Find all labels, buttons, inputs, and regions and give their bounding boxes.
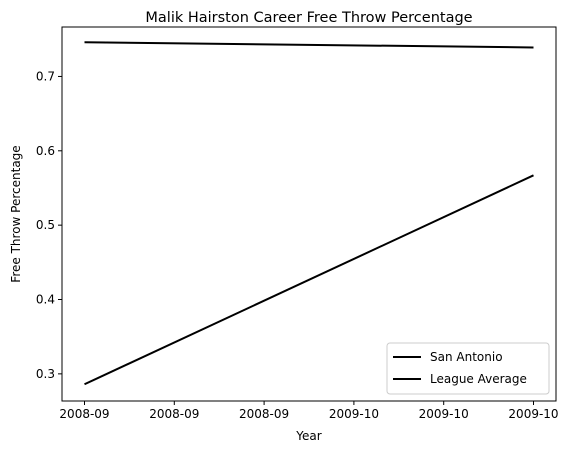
y-axis: 0.3 0.4 0.5 0.6 0.7 (36, 69, 62, 381)
x-tick-label: 2009-10 (508, 407, 558, 421)
x-tick-label: 2009-10 (419, 407, 469, 421)
legend-label-san-antonio: San Antonio (430, 350, 503, 364)
y-tick-label: 0.7 (36, 69, 55, 83)
y-axis-label: Free Throw Percentage (9, 145, 23, 282)
x-tick-label: 2008-09 (239, 407, 289, 421)
x-axis: 2008-09 2008-09 2008-09 2009-10 2009-10 2009-… (59, 401, 559, 421)
y-tick-label: 0.5 (36, 218, 55, 232)
chart-title: Malik Hairston Career Free Throw Percent… (145, 10, 472, 26)
y-tick-label: 0.4 (36, 293, 55, 307)
x-tick-label: 2009-10 (329, 407, 379, 421)
x-tick-label: 2008-09 (149, 407, 199, 421)
series-line-league-average (84, 41, 534, 49)
series-line-san-antonio (84, 174, 534, 386)
x-tick-label: 2008-09 (59, 407, 109, 421)
plot-area-frame (61, 26, 557, 402)
x-axis-label: Year (295, 429, 321, 443)
y-tick-label: 0.6 (36, 144, 55, 158)
y-tick-label: 0.3 (36, 367, 55, 381)
legend-label-league-average: League Average (430, 372, 527, 386)
series-layer (84, 41, 534, 386)
legend-box (386, 342, 550, 395)
legend: San Antonio League Average (386, 342, 550, 395)
